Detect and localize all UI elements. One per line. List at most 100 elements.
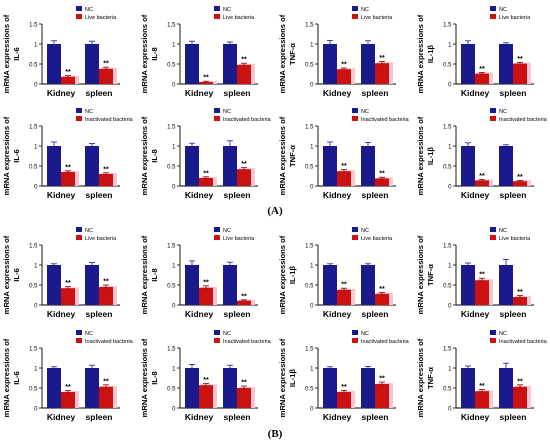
x-tick-label: spleen xyxy=(224,88,251,98)
y-tick-label: 1 xyxy=(448,263,452,269)
y-tick-label: 0.5 xyxy=(167,62,176,68)
x-tick-label: spleen xyxy=(224,190,251,200)
bar-nc xyxy=(323,146,337,186)
bar-nc xyxy=(461,44,475,84)
legend-label-nc: NC xyxy=(85,7,93,13)
y-axis-label-line: IL-1β xyxy=(288,266,297,285)
significance-mark: ** xyxy=(379,55,385,62)
bar-treated xyxy=(99,174,113,186)
y-tick-label: 0.5 xyxy=(29,62,38,68)
x-tick-label: Kidney xyxy=(47,88,76,98)
chart-13: mRNA expressions ofIL-6 0 0.5 1 1.5 ** Kidney *… xyxy=(2,330,134,422)
significance-mark: ** xyxy=(517,174,523,181)
bar-nc xyxy=(323,44,337,84)
y-tick-label: 0 xyxy=(448,303,452,309)
legend-swatch-nc xyxy=(490,227,496,232)
legend-label-nc: NC xyxy=(85,228,93,234)
y-axis-label-line: IL-1β xyxy=(288,369,297,388)
legend-label-nc: NC xyxy=(361,228,369,234)
chart-4: mRNA expressions ofIL-1β 0 0.5 1 1.5 ** Kidney… xyxy=(416,6,534,98)
significance-mark: ** xyxy=(103,61,109,68)
significance-mark: ** xyxy=(103,378,109,385)
y-tick-label: 0.5 xyxy=(305,283,314,289)
y-tick-label: 0.5 xyxy=(443,283,452,289)
x-tick-label: Kidney xyxy=(461,309,490,319)
bar-treated xyxy=(513,297,527,305)
bar-treated xyxy=(513,181,527,186)
chart-16: mRNA expressions ofTNF-α 0 0.5 1 1.5 ** Kidney… xyxy=(416,330,548,422)
legend-label-treated: Live bacteria xyxy=(85,15,117,21)
significance-mark: ** xyxy=(241,293,247,300)
bar-treated xyxy=(99,287,113,305)
y-axis-label-line: IL-6 xyxy=(12,149,21,163)
y-axis-label-line: mRNA expressions of xyxy=(2,14,11,93)
x-tick-label: Kidney xyxy=(47,309,76,319)
legend-swatch-treated xyxy=(76,235,82,240)
legend-label-nc: NC xyxy=(499,7,507,13)
y-tick-label: 0.5 xyxy=(167,386,176,392)
y-tick-label: 0.5 xyxy=(443,62,452,68)
significance-mark: ** xyxy=(341,62,347,69)
chart-15: mRNA expressions ofIL-1β 0 0.5 1 1.5 ** Kidney… xyxy=(278,330,410,422)
y-axis-label-line: IL-6 xyxy=(12,371,21,385)
y-axis-label-line: mRNA expressions of xyxy=(140,338,149,417)
legend-label-treated: Inactivated bacteria xyxy=(499,339,548,345)
legend-swatch-treated xyxy=(76,14,82,19)
bar-treated xyxy=(99,68,113,84)
bar-nc xyxy=(323,265,337,305)
chart-12: mRNA expressions ofTNF-α 0 0.5 1 1.5 ** Kidney… xyxy=(416,227,534,319)
legend-label-nc: NC xyxy=(223,331,231,337)
y-tick-label: 0 xyxy=(448,184,452,190)
bar-nc xyxy=(47,44,61,84)
x-tick-label: spleen xyxy=(500,309,527,319)
legend-swatch-treated xyxy=(490,235,496,240)
legend-label-nc: NC xyxy=(361,7,369,13)
legend-label-treated: Live bacteria xyxy=(223,15,255,21)
y-tick-label: 1.5 xyxy=(305,243,314,249)
x-tick-label: Kidney xyxy=(323,412,352,422)
significance-mark: ** xyxy=(341,282,347,289)
legend-swatch-treated xyxy=(352,14,358,19)
legend-swatch-nc xyxy=(490,330,496,335)
y-axis-label: mRNA expressions ofIL-1β xyxy=(278,235,297,314)
y-tick-label: 1 xyxy=(448,366,452,372)
y-tick-label: 0 xyxy=(310,82,314,88)
y-axis-label-line: mRNA expressions of xyxy=(416,235,425,314)
y-axis-label: mRNA expressions ofIL-8 xyxy=(140,116,159,195)
y-axis-label-line: mRNA expressions of xyxy=(278,235,287,314)
x-tick-label: spleen xyxy=(86,190,113,200)
significance-mark: ** xyxy=(203,279,209,286)
y-tick-label: 0.5 xyxy=(443,386,452,392)
y-axis-label: mRNA expressions ofIL-1β xyxy=(416,116,435,195)
significance-mark: ** xyxy=(517,289,523,296)
y-tick-label: 1 xyxy=(172,366,176,372)
y-tick-label: 1 xyxy=(172,42,176,48)
bar-nc xyxy=(85,368,99,408)
legend-swatch-treated xyxy=(76,116,82,121)
bar-nc xyxy=(47,368,61,408)
y-tick-label: 1 xyxy=(448,42,452,48)
x-tick-label: Kidney xyxy=(47,412,76,422)
y-axis-label-line: IL-1β xyxy=(426,147,435,166)
significance-mark: ** xyxy=(241,57,247,64)
y-tick-label: 1.5 xyxy=(29,22,38,28)
legend-label-treated: Inactivated bacteria xyxy=(361,117,410,123)
significance-mark: ** xyxy=(65,69,71,76)
y-tick-label: 1.5 xyxy=(443,243,452,249)
y-axis-label-line: IL-6 xyxy=(12,47,21,61)
y-tick-label: 1.5 xyxy=(305,346,314,352)
y-axis-label-line: IL-8 xyxy=(150,268,159,282)
y-axis-label: mRNA expressions ofTNF-α xyxy=(416,338,435,417)
legend-swatch-nc xyxy=(352,6,358,11)
significance-mark: ** xyxy=(203,170,209,177)
y-tick-label: 1.5 xyxy=(167,124,176,130)
y-tick-label: 1.5 xyxy=(443,22,452,28)
y-axis-label: mRNA expressions ofIL-1β xyxy=(278,338,297,417)
y-tick-label: 1.5 xyxy=(167,346,176,352)
y-tick-label: 1.5 xyxy=(443,346,452,352)
bar-nc xyxy=(499,368,513,408)
bar-nc xyxy=(461,146,475,186)
legend-label-nc: NC xyxy=(223,7,231,13)
y-axis-label-line: TNF-α xyxy=(288,43,297,65)
y-tick-label: 0 xyxy=(310,184,314,190)
